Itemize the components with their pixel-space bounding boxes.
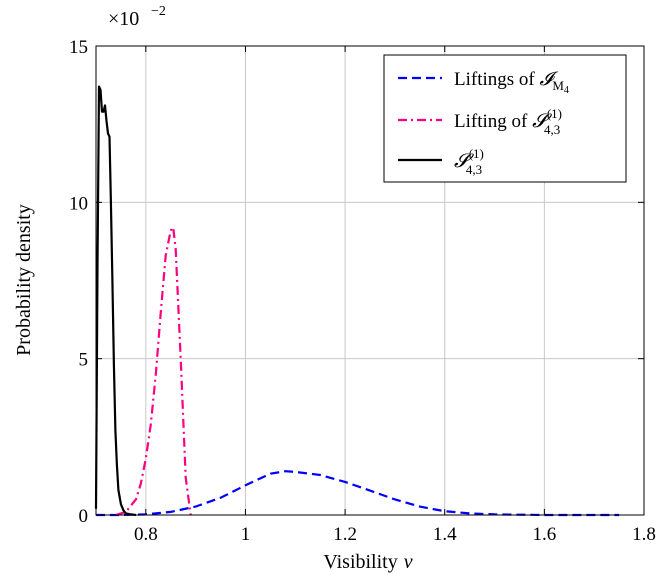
legend-label-text: Lifting of <box>454 111 532 132</box>
y-axis-label: Probability density <box>13 204 35 356</box>
y-multiplier-exponent: −2 <box>151 4 166 19</box>
x-tick-label: 0.8 <box>134 524 158 545</box>
x-tick-label: 1.4 <box>433 524 457 545</box>
x-tick-label: 1.6 <box>532 524 556 545</box>
legend-label-superscript: (1) <box>469 146 484 161</box>
legend-label-subsubscript: 4 <box>564 85 569 96</box>
plot-frame <box>95 45 645 516</box>
y-tick-label: 10 <box>69 193 88 214</box>
y-tick-label: 5 <box>79 350 89 371</box>
series-line-2 <box>115 226 192 517</box>
series-line-1 <box>96 470 620 517</box>
legend-label-2: Lifting of 𝓢(1) 4,3 <box>454 106 562 137</box>
tick-labels: 0.8 1 1.2 1.4 1.6 1.8 0 5 10 15 <box>69 37 656 545</box>
y-multiplier-base: ×10 <box>108 8 139 30</box>
x-axis-label-variable: v <box>404 551 413 573</box>
y-multiplier: ×10 −2 <box>108 4 166 30</box>
legend-label-text: Liftings of <box>454 69 540 90</box>
legend-label-superscript: (1) <box>547 106 562 121</box>
series-line-3 <box>94 85 137 517</box>
x-tick-label: 1.8 <box>632 524 656 545</box>
series-layer <box>94 85 620 517</box>
legend-label-subscript: 4,3 <box>544 122 560 137</box>
x-tick-label: 1 <box>241 524 251 545</box>
tick-marks <box>96 45 645 516</box>
x-axis-label: Visibility v <box>323 551 412 573</box>
y-tick-label: 0 <box>79 506 89 527</box>
y-tick-label: 15 <box>69 37 88 58</box>
legend-label-3: 𝓢(1) 4,3 <box>454 146 484 177</box>
x-tick-label: 1.2 <box>333 524 357 545</box>
x-axis-label-text: Visibility <box>323 551 397 573</box>
legend-label-subscript: M <box>552 78 564 93</box>
legend-label-subscript: 4,3 <box>466 162 482 177</box>
